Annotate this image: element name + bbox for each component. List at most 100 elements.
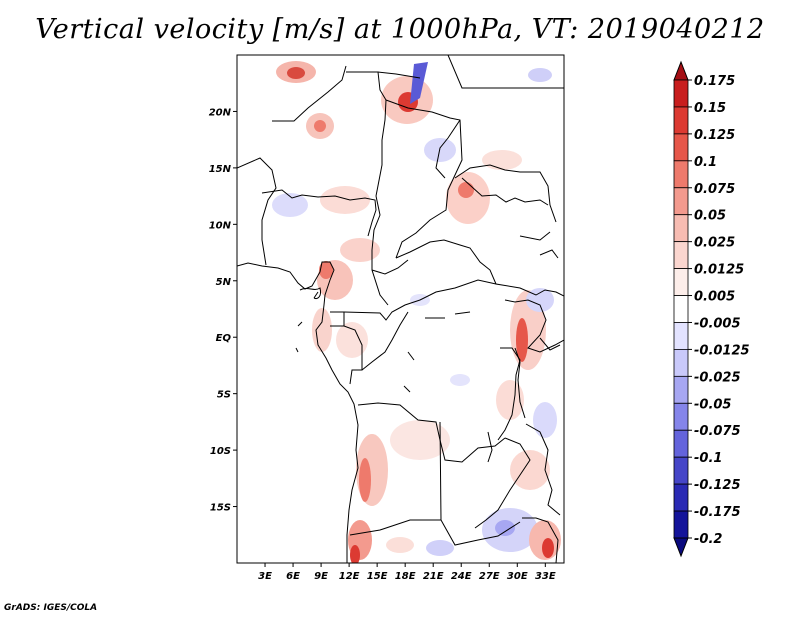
shade-patch-red (482, 150, 522, 170)
lon-tick-label: 12E (339, 571, 360, 582)
island (297, 321, 303, 327)
chart-title: Vertical velocity [m/s] at 1000hPa, VT: … (35, 14, 765, 45)
colorbar-bottom-triangle (673, 537, 689, 558)
shade-patch-red (350, 545, 360, 563)
shade-patch-red (458, 182, 474, 198)
border (454, 164, 557, 223)
shade-patch-blue (526, 288, 554, 312)
colorbar-box (673, 375, 689, 404)
colorbar-label: 0.1 (694, 155, 717, 170)
coast (313, 291, 319, 299)
colorbar-box (673, 214, 689, 243)
colorbar-label: 0.175 (694, 74, 735, 89)
shade-patch-red (312, 308, 332, 352)
colorbar-box (673, 241, 689, 269)
border (522, 517, 559, 563)
shade-patch-red (446, 172, 490, 224)
border (371, 195, 389, 306)
colorbar: 0.175 0.15 0.125 0.1 0.075 0.05 0.025 0.0125 0.0… (673, 60, 750, 558)
map-frame (236, 54, 565, 564)
colorbar-box (673, 160, 689, 189)
colorbar-box (673, 322, 689, 350)
border (261, 189, 377, 237)
colorbar-label: -0.05 (694, 397, 731, 412)
colorbar-label: -0.075 (694, 424, 741, 439)
colorbar-label: -0.1 (694, 451, 722, 466)
border (440, 519, 521, 546)
border (487, 431, 493, 463)
shade-patch-red (510, 450, 550, 490)
shade-patch-red (320, 186, 370, 214)
border (272, 65, 347, 122)
border (435, 119, 461, 179)
lat-tick-label: 15S (210, 503, 231, 514)
shade-patch-blue (450, 374, 470, 386)
island (295, 347, 299, 353)
colorbar-label: 0.005 (694, 290, 735, 305)
shade-patch-blue (533, 402, 557, 438)
border (237, 157, 277, 266)
colorbar-box (673, 268, 689, 296)
colorbar-label: 0.15 (694, 101, 726, 116)
lat-tick-label: 5N (216, 277, 232, 288)
border (514, 347, 526, 419)
border (385, 99, 463, 259)
lake-malawi (525, 423, 561, 516)
country-borders (237, 55, 564, 563)
lon-tick-label: 27E (479, 571, 500, 582)
border (461, 177, 549, 206)
shade-patch-blue (528, 68, 552, 82)
colorbar-box (673, 79, 689, 108)
shade-patch-red (287, 67, 305, 79)
shade-patch-blue (426, 540, 454, 556)
colorbar-top-triangle (673, 60, 689, 81)
border (519, 231, 551, 241)
shade-patch-blue (410, 62, 428, 104)
colorbar-box (673, 133, 689, 162)
lon-tick-label: 9E (314, 571, 328, 582)
shade-patch-red (336, 322, 368, 358)
lat-tick-label: 20N (209, 107, 232, 118)
border (361, 311, 409, 371)
border (395, 239, 564, 297)
lon-tick-label: 18E (395, 571, 416, 582)
border (447, 55, 564, 89)
colorbar-box (673, 187, 689, 216)
border (357, 402, 506, 463)
colorbar-label: -0.025 (694, 370, 741, 385)
colorbar-box (673, 456, 689, 485)
lat-tick-label: 10S (210, 446, 231, 457)
border (539, 249, 559, 259)
border (343, 279, 497, 321)
lon-tick-label: 24E (451, 571, 472, 582)
colorbar-label: 0.025 (694, 236, 735, 251)
colorbar-label: -0.0125 (694, 343, 750, 358)
border (330, 311, 345, 327)
border (349, 421, 442, 536)
shade-patch-red (390, 420, 450, 460)
lat-tick-label: 5S (217, 390, 231, 401)
shade-patch-red (496, 380, 524, 420)
border (375, 71, 387, 197)
colorbar-box (673, 429, 689, 458)
colorbar-box (673, 349, 689, 377)
grads-credit: GrADS: IGES/COLA (4, 603, 98, 613)
lat-tick-label: 10N (209, 220, 232, 231)
lake (454, 311, 471, 315)
velocity-shading (272, 61, 561, 563)
lake-victoria (539, 337, 561, 351)
border (346, 71, 421, 79)
colorbar-label: 0.125 (694, 128, 735, 143)
lon-tick-label: 21E (423, 571, 444, 582)
lon-tick-label: 6E (286, 571, 300, 582)
coast (299, 287, 321, 299)
colorbar-label: -0.175 (694, 505, 741, 520)
shade-patch-blue (495, 520, 515, 536)
shade-patch-red (386, 537, 414, 553)
latitude-axis: 20N 15N 10N 5N EQ 5S 10S 15S (209, 107, 237, 514)
colorbar-box (673, 106, 689, 135)
colorbar-label: 0.05 (694, 209, 726, 224)
shade-patch-red (542, 538, 554, 558)
west-coastline (237, 261, 359, 563)
